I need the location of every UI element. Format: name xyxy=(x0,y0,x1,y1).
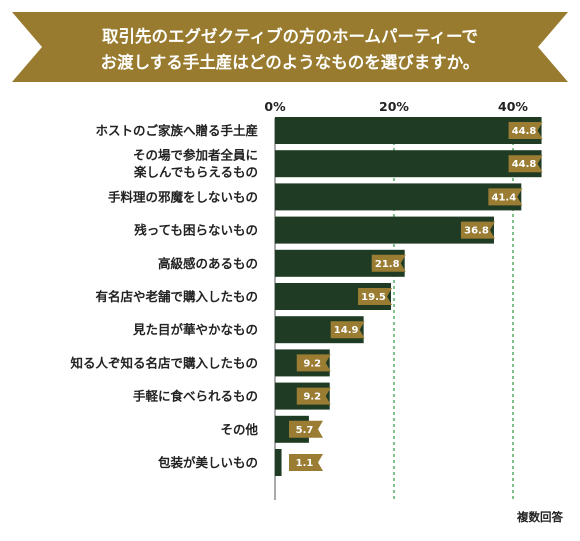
data-label-tag-6 xyxy=(358,288,393,305)
data-label-tag-1 xyxy=(508,122,543,139)
data-label-5: 21.8 xyxy=(375,259,400,270)
title-banner-shape xyxy=(12,12,568,82)
tick-label-0: 0% xyxy=(264,99,286,114)
category-label-4: 残っても困らないもの xyxy=(134,223,258,238)
category-label-8: 知る人ぞ知る名店で購入したもの xyxy=(69,355,258,370)
data-label-tag-3 xyxy=(488,188,523,206)
data-label-1: 44.8 xyxy=(512,126,537,137)
category-label-7: 見た目が華やかなもの xyxy=(132,322,258,337)
data-label-11: 1.1 xyxy=(296,458,314,469)
data-label-8: 9.2 xyxy=(303,358,321,369)
data-label-tag-10 xyxy=(289,420,323,438)
bar-11 xyxy=(275,449,282,476)
bar-4 xyxy=(275,216,494,244)
bar-layer: 44.8 44.8 41.4 36.8 21.8 19.5 14.9 9.2 9.2 5.7 1.1 xyxy=(275,117,543,476)
category-label-11: 包装が美しいもの xyxy=(157,455,258,470)
chart-title-line-1: 取引先のエグゼクティブの方のホームパーティーで xyxy=(102,26,478,46)
title-banner: 取引先のエグゼクティブの方のホームパーティーで お渡しする手土産はどのようなもの… xyxy=(12,12,568,82)
data-label-tag-11 xyxy=(289,454,323,471)
bar-2 xyxy=(275,150,542,178)
data-label-10: 5.7 xyxy=(296,425,314,436)
category-label-9: 手軽に食べられるもの xyxy=(133,389,258,404)
data-label-2: 44.8 xyxy=(512,159,537,170)
bar-3 xyxy=(275,183,522,211)
bar-1 xyxy=(275,117,542,144)
category-label-2-line-2: 楽しんでもらえるもの xyxy=(133,165,258,180)
data-label-4: 36.8 xyxy=(464,226,489,237)
tick-label-20: 20% xyxy=(379,99,409,114)
data-label-tag-5 xyxy=(371,254,406,272)
category-label-1: ホストのご家族へ贈る手土産 xyxy=(95,123,258,138)
data-label-tag-7 xyxy=(330,321,365,339)
data-label-3: 41.4 xyxy=(491,192,516,203)
note-multiple-answers: 複数回答 xyxy=(516,510,563,524)
data-label-6: 19.5 xyxy=(361,292,386,303)
category-label-layer: ホストのご家族へ贈る手土産その場で参加者全員に楽しんでもらえるもの手料理の邪魔を… xyxy=(69,123,258,470)
category-label-5: 高級感のあるもの xyxy=(158,256,258,271)
category-label-2-line-1: その場で参加者全員に xyxy=(133,148,258,163)
tick-label-layer: 0% 20% 40% xyxy=(264,99,528,114)
data-label-7: 14.9 xyxy=(334,325,359,336)
category-label-6: 有名店や老舗で購入したもの xyxy=(95,289,258,304)
chart-title-line-2: お渡しする手土産はどのようなものを選びますか。 xyxy=(101,52,480,72)
data-label-tag-9 xyxy=(296,387,331,405)
category-label-3: 手料理の邪魔をしないもの xyxy=(108,189,258,204)
data-label-9: 9.2 xyxy=(303,392,321,403)
data-label-tag-2 xyxy=(508,155,543,173)
data-label-tag-4 xyxy=(460,221,495,239)
tick-label-40: 40% xyxy=(498,99,528,114)
category-label-10: その他 xyxy=(220,422,258,437)
data-label-tag-8 xyxy=(296,354,331,372)
